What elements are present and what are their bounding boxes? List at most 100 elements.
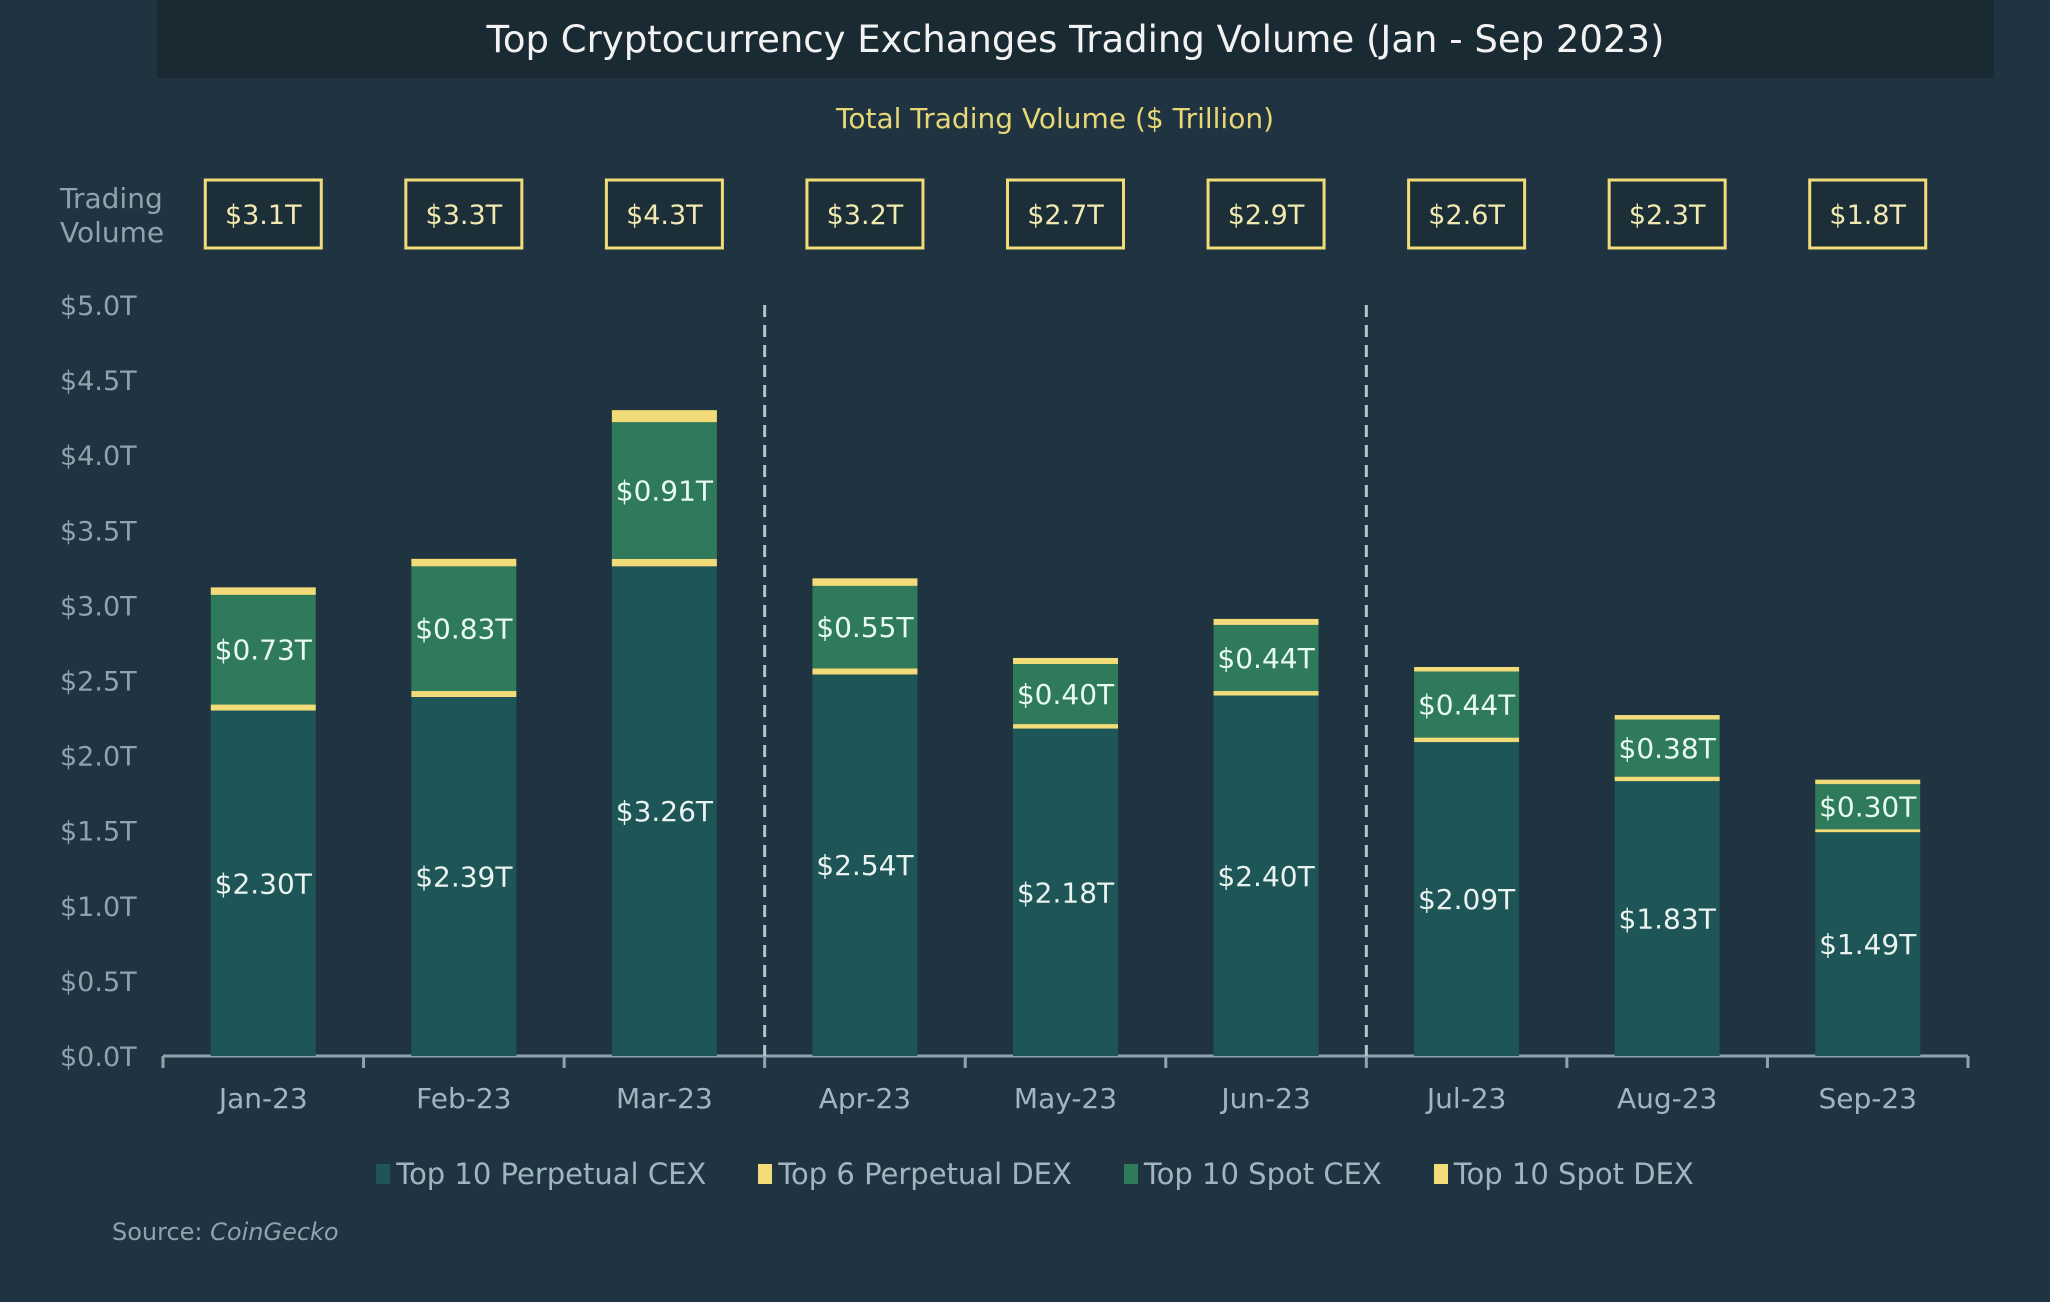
bar-segment (1614, 715, 1720, 720)
bar-segment (812, 668, 918, 675)
bar-segment (1414, 737, 1520, 743)
total-label: $3.1T (225, 200, 302, 231)
total-box (1206, 178, 1326, 250)
y-tick-label: $3.5T (60, 516, 137, 547)
legend-swatch (1433, 1164, 1448, 1184)
data-label: $2.54T (816, 849, 914, 882)
legend-swatch (758, 1164, 773, 1184)
legend-item: Top 10 Perpetual CEX (376, 1157, 706, 1191)
total-box (203, 178, 323, 250)
total-label: $2.7T (1027, 200, 1104, 231)
legend-item: Top 10 Spot CEX (1123, 1157, 1382, 1191)
total-box (805, 178, 925, 250)
y-tick-label: $4.0T (60, 441, 137, 472)
x-tick-label: Apr-23 (819, 1082, 911, 1115)
bar-segment (1013, 663, 1118, 725)
y-tick-label: $3.0T (60, 591, 137, 622)
data-label: $0.44T (1217, 642, 1315, 675)
bar-segment (1815, 829, 1921, 833)
chart-title: Top Cryptocurrency Exchanges Trading Vol… (486, 17, 1665, 61)
bar-segment (1414, 671, 1520, 738)
total-label: $2.9T (1228, 200, 1305, 231)
data-label: $2.40T (1217, 860, 1315, 893)
bar-segment (1815, 832, 1921, 1056)
data-label: $1.49T (1819, 928, 1917, 961)
total-box (1407, 178, 1527, 250)
source-label: Source: (112, 1218, 203, 1246)
bar-segment (812, 585, 918, 669)
bar-segment (1815, 779, 1921, 785)
x-tick-label: May-23 (1014, 1082, 1117, 1115)
data-label: $1.83T (1619, 903, 1717, 936)
bar-segment (1213, 691, 1319, 696)
bar-segment (1414, 742, 1520, 1056)
source-name: CoinGecko (210, 1218, 339, 1246)
bar-segment (210, 710, 316, 1056)
bar-segment (210, 704, 316, 711)
bar-segment (812, 578, 918, 586)
data-label: $2.18T (1017, 876, 1115, 909)
bar-segment (1414, 666, 1520, 672)
bar-segment (1213, 624, 1319, 692)
legend-label: Top 6 Perpetual DEX (778, 1157, 1072, 1191)
x-tick-label: Jun-23 (1219, 1082, 1310, 1115)
bar-segment (1213, 695, 1319, 1056)
y-tick-label: $2.0T (60, 742, 137, 773)
bar-segment (1614, 781, 1720, 1056)
total-box (604, 178, 724, 250)
source: Source: CoinGecko (112, 1218, 339, 1246)
y-tick-label: $1.5T (60, 817, 137, 848)
bar-segment (411, 691, 517, 698)
data-label: $0.73T (215, 634, 313, 667)
total-label: $2.6T (1428, 200, 1505, 231)
y-tick-label: $0.5T (60, 967, 137, 998)
bar-segment (1013, 724, 1118, 729)
data-label: $0.55T (816, 611, 914, 644)
y-tick-label: $2.5T (60, 667, 137, 698)
total-box (1808, 178, 1928, 250)
data-label: $0.44T (1418, 689, 1516, 722)
x-tick-label: Mar-23 (616, 1082, 713, 1115)
data-label: $2.09T (1418, 883, 1516, 916)
y-tick-label: $0.0T (60, 1042, 137, 1073)
total-label: $4.3T (626, 200, 703, 231)
row-label: Trading (59, 182, 163, 215)
y-tick-label: $4.5T (60, 366, 137, 397)
total-box (1607, 178, 1727, 250)
legend-item: Top 6 Perpetual DEX (758, 1157, 1072, 1191)
data-label: $2.39T (415, 861, 513, 894)
data-label: $0.83T (415, 613, 513, 646)
bar-segment (812, 674, 918, 1056)
legend: Top 10 Perpetual CEX Top 6 Perpetual DEX T… (0, 1157, 2050, 1191)
data-label: $0.40T (1017, 678, 1115, 711)
x-tick-label: Jan-23 (217, 1082, 308, 1115)
bar-segment (611, 422, 717, 559)
total-label: $3.3T (426, 200, 503, 231)
y-tick-label: $1.0T (60, 892, 137, 923)
x-tick-label: Feb-23 (416, 1082, 511, 1115)
total-label: $1.8T (1829, 200, 1906, 231)
total-label: $2.3T (1629, 200, 1706, 231)
legend-label: Top 10 Spot CEX (1143, 1157, 1382, 1191)
legend-label: Top 10 Spot DEX (1453, 1157, 1694, 1191)
total-box (1006, 178, 1125, 250)
bar-segment (411, 566, 517, 692)
data-label: $2.30T (215, 867, 313, 900)
data-label: $0.38T (1619, 732, 1717, 765)
chart-subtitle: Total Trading Volume ($ Trillion) (835, 102, 1275, 135)
bar-segment (411, 558, 517, 567)
data-label: $0.91T (616, 474, 714, 507)
legend-item: Top 10 Spot DEX (1433, 1157, 1694, 1191)
bar-segment (210, 594, 316, 705)
bar-segment (611, 566, 717, 1056)
legend-label: Top 10 Perpetual CEX (396, 1157, 707, 1191)
bar-segment (611, 410, 717, 423)
y-tick-label: $5.0T (60, 291, 137, 322)
x-tick-label: Aug-23 (1617, 1082, 1717, 1115)
bar-segment (1013, 657, 1118, 664)
bar-segment (1614, 776, 1720, 782)
row-label: Volume (60, 216, 164, 249)
bar-segment (611, 558, 717, 567)
bar-segment (1815, 784, 1921, 830)
